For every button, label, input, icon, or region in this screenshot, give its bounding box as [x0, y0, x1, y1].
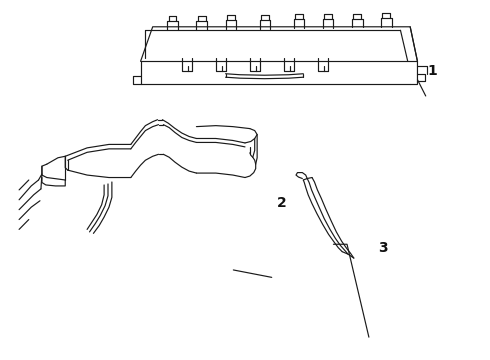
Text: 1: 1: [427, 64, 437, 78]
Text: 2: 2: [276, 196, 286, 210]
Text: 3: 3: [379, 240, 388, 255]
